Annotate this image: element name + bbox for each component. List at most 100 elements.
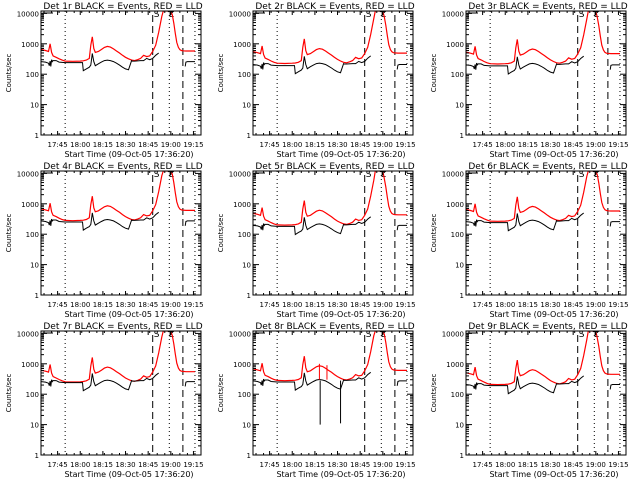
y-tick-label: 10 [242,102,251,110]
x-tick-label: 18:45 [350,301,370,309]
panel-det-1: Det 1r BLACK = Events, RED = LLD Counts/s… [5,2,204,159]
x-axis-label: Start Time (09-Oct-05 17:36:20) [64,470,193,479]
y-tick-label: 1000 [446,201,464,209]
x-tick-label: 18:15 [305,301,325,309]
x-tick-label: 19:00 [161,141,181,149]
x-tick-label: 17:45 [48,301,68,309]
panel-det-8: Det 8r BLACK = Events, RED = LLD Counts/s… [217,322,416,479]
y-tick-label: 1000 [233,361,251,369]
annotation-s: S [579,170,585,180]
x-tick-label: 17:45 [473,461,493,469]
plot-frame [252,170,414,296]
annotation-s: S [366,330,372,340]
x-tick-label: 18:15 [93,301,113,309]
events-series-line [396,380,407,386]
y-tick-label: 100 [238,231,251,239]
y-tick-label: 1000 [233,41,251,49]
y-tick-label: 10 [30,262,39,270]
x-tick-label: 18:45 [138,461,158,469]
panel-det-3: Det 3r BLACK = Events, RED = LLD Counts/s… [430,2,629,159]
y-tick-label: 100 [238,71,251,79]
y-tick-label: 100 [451,71,464,79]
lld-series-line [466,171,620,222]
y-axis-label: Counts/sec [5,214,13,253]
events-series-line [253,371,372,391]
y-axis-label: Counts/sec [5,374,13,413]
x-tick-label: 19:15 [183,461,203,469]
panel-det-5: Det 5r BLACK = Events, RED = LLD Counts/s… [217,162,416,319]
lld-series-line [466,11,620,65]
annotation-s: S [366,170,372,180]
plot-frame [465,330,627,456]
lld-series-line [466,331,620,386]
y-tick-label: 1000 [21,361,39,369]
plot-frame [252,10,414,136]
plot-frame [40,170,202,296]
annotation-s: S [366,10,372,20]
plot-frame [40,10,202,136]
events-series-line [41,52,160,72]
x-tick-label: 18:00 [70,461,90,469]
x-tick-label: 19:00 [373,461,393,469]
y-tick-label: 100 [26,71,39,79]
y-tick-label: 1 [460,452,464,460]
lld-series-line [41,331,195,383]
events-series-line [253,216,372,236]
panel-det-7: Det 7r BLACK = Events, RED = LLD Counts/s… [5,322,204,479]
y-tick-label: 10000 [17,330,39,338]
x-tick-label: 19:15 [395,141,415,149]
y-axis-label: Counts/sec [430,214,438,253]
annotation-s: S [154,330,160,340]
y-tick-label: 10 [455,102,464,110]
panel-title: Det 4r BLACK = Events, RED = LLD [43,162,202,172]
x-tick-label: 19:00 [161,301,181,309]
panel-det-9: Det 9r BLACK = Events, RED = LLD Counts/s… [430,322,629,479]
y-tick-label: 1 [35,132,39,140]
x-tick-label: 18:15 [305,141,325,149]
y-tick-label: 1 [35,452,39,460]
x-tick-label: 18:15 [305,461,325,469]
y-tick-label: 10000 [229,10,251,18]
x-tick-label: 18:30 [540,141,560,149]
x-axis-label: Start Time (09-Oct-05 17:36:20) [276,150,405,159]
x-tick-label: 18:30 [540,461,560,469]
y-tick-label: 10 [455,422,464,430]
events-series-line [466,55,585,75]
x-tick-label: 17:45 [260,141,280,149]
plot-frame [465,10,627,136]
panel-det-4: Det 4r BLACK = Events, RED = LLD Counts/s… [5,162,204,319]
y-axis-label: Counts/sec [5,54,13,93]
panel-title: Det 8r BLACK = Events, RED = LLD [255,322,414,332]
y-tick-label: 10000 [229,170,251,178]
x-tick-label: 18:30 [115,141,135,149]
x-axis-label: Start Time (09-Oct-05 17:36:20) [276,470,405,479]
panel-title: Det 7r BLACK = Events, RED = LLD [43,322,202,332]
x-tick-label: 18:15 [518,461,538,469]
x-tick-label: 18:45 [563,301,583,309]
events-series-line [609,384,620,390]
x-tick-label: 18:45 [138,301,158,309]
x-axis-label: Start Time (09-Oct-05 17:36:20) [64,150,193,159]
x-tick-label: 19:00 [586,461,606,469]
x-tick-label: 19:00 [373,141,393,149]
x-axis-label: Start Time (09-Oct-05 17:36:20) [489,150,618,159]
y-tick-label: 1000 [233,201,251,209]
y-tick-label: 1000 [446,41,464,49]
events-series-line [396,64,407,70]
x-tick-label: 19:00 [373,301,393,309]
panel-title: Det 9r BLACK = Events, RED = LLD [468,322,627,332]
annotation-s: S [579,330,585,340]
x-tick-label: 19:00 [586,141,606,149]
x-tick-label: 19:15 [183,301,203,309]
x-tick-label: 19:00 [586,301,606,309]
x-tick-label: 17:45 [473,301,493,309]
x-axis-label: Start Time (09-Oct-05 17:36:20) [489,310,618,319]
y-tick-label: 1000 [446,361,464,369]
x-tick-label: 17:45 [260,461,280,469]
x-tick-label: 19:15 [395,461,415,469]
events-series-line [41,372,160,392]
y-tick-label: 1 [460,292,464,300]
events-series-line [253,55,372,75]
x-tick-label: 18:15 [93,141,113,149]
